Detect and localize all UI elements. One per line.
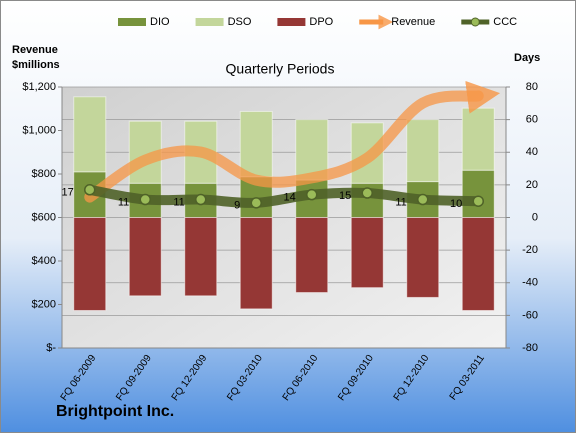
legend-swatch (118, 18, 146, 26)
y2-tick-label: 20 (526, 179, 538, 191)
revenue-arrow (84, 80, 501, 203)
y2-tick-label: -20 (522, 244, 538, 256)
legend-swatch (470, 17, 480, 27)
y-axis-label: $millions (12, 59, 60, 71)
data-label: 11 (173, 196, 184, 208)
legend-item: DPO (277, 16, 334, 28)
ccc-marker (84, 184, 96, 196)
y2-tick-label: 0 (532, 211, 538, 223)
y2-tick-label: -60 (522, 309, 538, 321)
data-label: 15 (339, 190, 351, 202)
data-label: 11 (395, 196, 406, 208)
data-label: 9 (234, 200, 240, 212)
y2-tick-label: 40 (526, 146, 538, 158)
bar (295, 217, 329, 294)
data-label: 10 (450, 198, 462, 210)
y2-tick-label: 80 (526, 81, 538, 93)
ccc-marker (250, 197, 262, 209)
y-tick-label: $- (46, 342, 56, 354)
y-tick-label: $1,000 (22, 124, 56, 136)
y2-tick-label: -40 (522, 277, 538, 289)
y2-tick-label: -80 (522, 342, 538, 354)
bar (406, 119, 440, 183)
bar (239, 110, 273, 178)
chart-title: Quarterly Periods (226, 61, 335, 77)
data-label: 17 (62, 187, 74, 199)
y-tick-label: $800 (32, 168, 56, 180)
bar (184, 217, 218, 297)
footer: Brightpoint Inc. (56, 403, 174, 420)
legend-label: DSO (228, 16, 252, 28)
y-tick-label: $600 (32, 211, 56, 223)
bar (406, 217, 440, 298)
y-axis-label: Revenue (12, 44, 58, 56)
legend-label: DIO (150, 16, 170, 28)
y-tick-label: $400 (32, 255, 56, 267)
legend-label: Revenue (391, 16, 435, 28)
data-label: 11 (118, 196, 129, 208)
bar (461, 169, 495, 219)
bar (461, 107, 495, 171)
legend-item: CCC (461, 16, 517, 28)
legend-item: DSO (195, 16, 252, 28)
data-label: 14 (284, 192, 296, 204)
ccc-marker (472, 195, 484, 207)
bar (295, 119, 329, 181)
ccc-marker (417, 193, 429, 206)
bar (461, 217, 495, 311)
y-tick-label: $1,200 (22, 81, 56, 93)
legend-swatch (277, 18, 306, 26)
ccc-marker (139, 193, 151, 206)
bar (73, 96, 107, 173)
ccc-marker (195, 193, 207, 206)
bar (239, 217, 273, 310)
ccc-marker (361, 187, 373, 199)
y2-tick-label: 60 (526, 114, 538, 126)
legend-swatch (195, 18, 224, 26)
bar (350, 217, 384, 289)
bar (128, 217, 162, 297)
legend-item: DIO (118, 16, 170, 28)
y-tick-label: $200 (32, 298, 56, 310)
legend-item: Revenue (359, 14, 435, 30)
legend-label: DPO (309, 16, 333, 28)
ccc-marker (306, 188, 318, 201)
legend-label: CCC (493, 16, 517, 28)
y2-axis-label: Days (514, 52, 540, 64)
bar (73, 217, 107, 311)
